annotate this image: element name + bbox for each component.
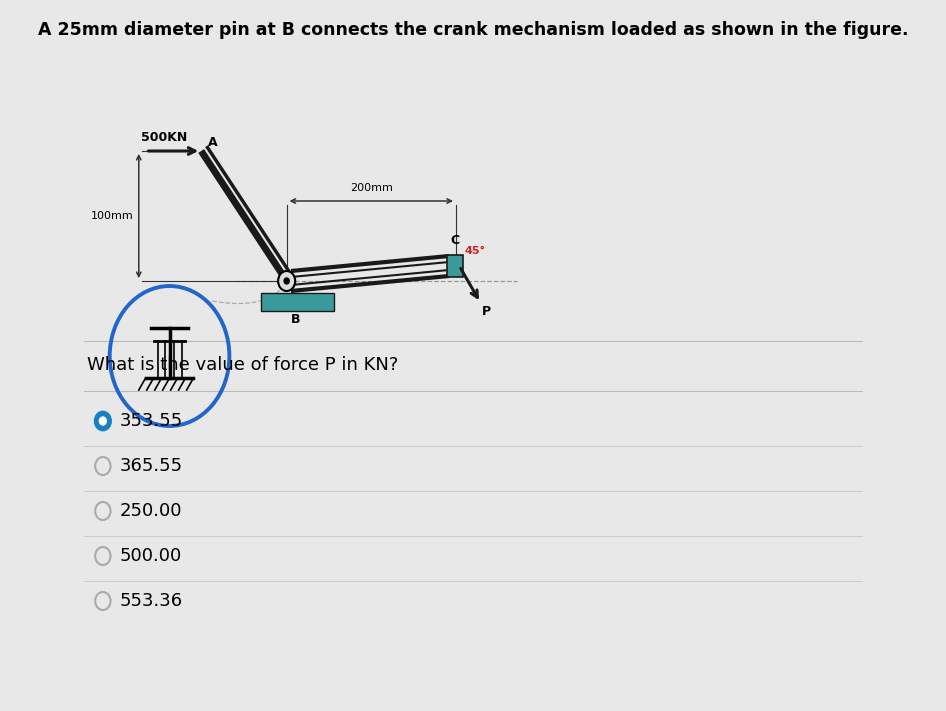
Circle shape [284, 278, 289, 284]
Text: 200mm: 200mm [350, 183, 393, 193]
Text: 500.00: 500.00 [120, 547, 183, 565]
Text: C: C [451, 234, 460, 247]
Text: 553.36: 553.36 [120, 592, 184, 610]
Text: A 25mm diameter pin at B connects the crank mechanism loaded as shown in the fig: A 25mm diameter pin at B connects the cr… [38, 21, 908, 39]
Text: 100mm: 100mm [91, 211, 133, 221]
Bar [447, 255, 463, 277]
Text: 250.00: 250.00 [120, 502, 183, 520]
Bar [261, 293, 334, 311]
Text: What is the value of force P in KN?: What is the value of force P in KN? [87, 356, 399, 374]
Text: B: B [291, 313, 301, 326]
Text: 45°: 45° [464, 246, 485, 256]
Text: P: P [482, 305, 491, 318]
Text: 365.55: 365.55 [120, 457, 184, 475]
Circle shape [278, 271, 295, 291]
Text: 353.55: 353.55 [120, 412, 184, 430]
Circle shape [99, 417, 106, 425]
Text: 500KN: 500KN [141, 131, 187, 144]
Circle shape [96, 412, 111, 430]
Text: A: A [208, 136, 218, 149]
